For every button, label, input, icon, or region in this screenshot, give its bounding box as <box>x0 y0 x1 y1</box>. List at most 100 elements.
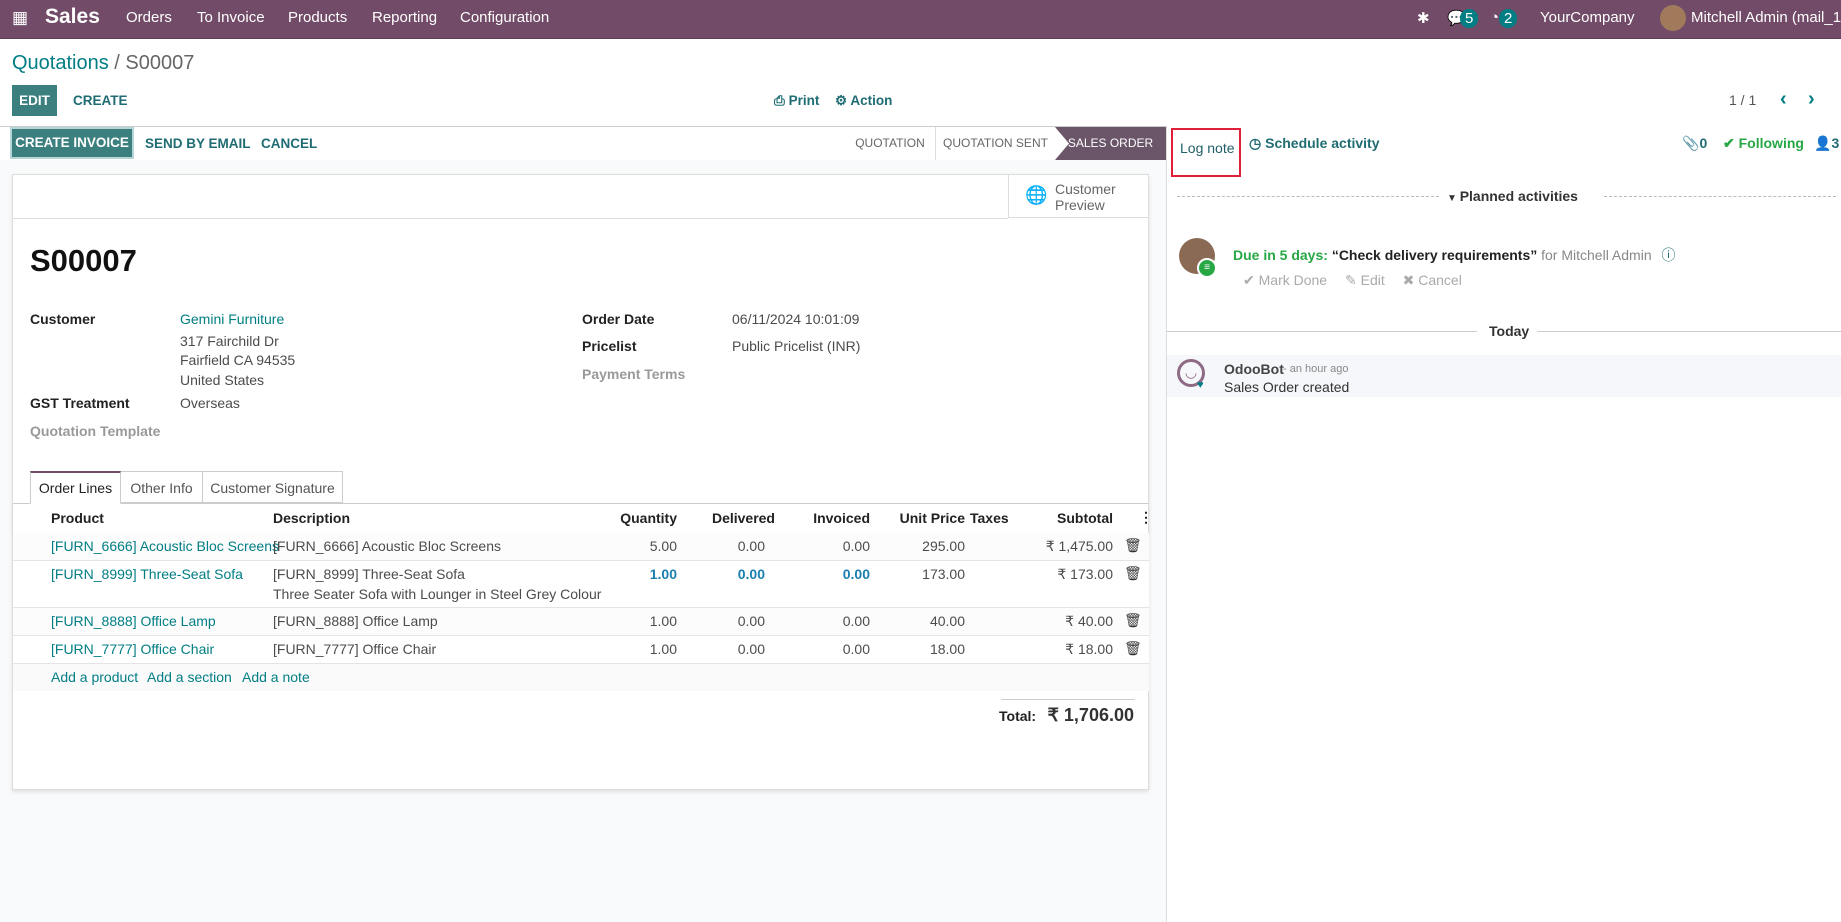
trash-icon[interactable]: 🗑 <box>1124 537 1142 553</box>
pager-previous-icon[interactable]: ‹ <box>1780 88 1787 110</box>
col-unit-price[interactable]: Unit Price <box>899 510 965 526</box>
info-icon[interactable]: ⓘ <box>1661 247 1676 263</box>
activities-icon[interactable]: ◔ <box>1490 9 1500 26</box>
gst-value: Overseas <box>180 395 240 411</box>
user-menu[interactable]: Mitchell Admin (mail_1) <box>1691 9 1841 26</box>
total-value: ₹ 1,706.00 <box>1047 705 1134 725</box>
caret-down-icon: ▼ <box>1447 193 1460 204</box>
menu-configuration[interactable]: Configuration <box>460 9 550 26</box>
cell-unit-price[interactable]: 40.00 <box>929 613 965 629</box>
menu-orders[interactable]: Orders <box>126 9 172 26</box>
cell-invoiced: 0.00 <box>842 641 870 657</box>
tab-order-lines[interactable]: Order Lines <box>30 471 121 504</box>
today-label: Today <box>1489 323 1530 339</box>
customer-value[interactable]: Gemini Furniture <box>180 311 285 327</box>
menu-products[interactable]: Products <box>288 9 348 26</box>
cell-delivered: 0.00 <box>737 538 765 554</box>
add-product-link[interactable]: Add a product <box>51 669 139 685</box>
menu-reporting[interactable]: Reporting <box>372 9 438 26</box>
customer-preview-button[interactable]: 🌐 Customer Preview <box>1008 175 1149 218</box>
col-quantity[interactable]: Quantity <box>620 510 677 526</box>
pager-value[interactable]: 1 / 1 <box>1729 92 1757 108</box>
globe-icon: 🌐 <box>1025 185 1048 205</box>
col-delivered[interactable]: Delivered <box>711 510 775 526</box>
cell-unit-price[interactable]: 173.00 <box>922 566 965 582</box>
cancel-button[interactable]: CANCEL <box>261 136 318 151</box>
table-row[interactable]: [FURN_8888] Office Lamp [FURN_8888] Offi… <box>13 608 1149 636</box>
optional-columns-icon[interactable]: ⋮ <box>1139 509 1153 525</box>
attachments-button[interactable]: 📎0 <box>1682 135 1708 151</box>
col-taxes[interactable]: Taxes <box>970 510 1009 526</box>
trash-icon[interactable]: 🗑 <box>1124 565 1142 581</box>
planned-activities-toggle[interactable]: ▼ Planned activities <box>1447 188 1578 204</box>
send-by-email-button[interactable]: SEND BY EMAIL <box>145 136 251 151</box>
cell-product[interactable]: [FURN_8999] Three-Seat Sofa <box>51 566 243 582</box>
address-line: 317 Fairchild Dr <box>180 333 279 349</box>
followers-button[interactable]: 👤3 <box>1814 135 1840 151</box>
company-switcher[interactable]: YourCompany <box>1540 9 1635 26</box>
cell-description[interactable]: [FURN_8999] Three-Seat Sofa <box>273 566 465 582</box>
log-note-button[interactable]: Log note <box>1171 128 1241 177</box>
table-row[interactable]: [FURN_7777] Office Chair [FURN_7777] Off… <box>13 636 1149 664</box>
cancel-activity-button[interactable]: ✖ Cancel <box>1402 272 1462 288</box>
table-row[interactable]: [FURN_6666] Acoustic Bloc Screens [FURN_… <box>13 533 1149 561</box>
stage-sales-order[interactable]: SALES ORDER <box>1055 127 1166 160</box>
schedule-activity-button[interactable]: ◷ Schedule activity <box>1249 135 1380 151</box>
cell-product[interactable]: [FURN_8888] Office Lamp <box>51 613 216 629</box>
cell-description-extra: Three Seater Sofa with Lounger in Steel … <box>273 586 602 602</box>
tab-customer-signature[interactable]: Customer Signature <box>203 471 343 503</box>
order-date-value: 06/11/2024 10:01:09 <box>732 311 860 327</box>
heart-icon: ♥ <box>1197 379 1204 391</box>
mark-done-button[interactable]: ✔ Mark Done <box>1243 272 1328 288</box>
app-name[interactable]: Sales <box>45 5 100 28</box>
messages-badge: 5 <box>1460 9 1479 28</box>
activity-actions: ✔ Mark Done ✎ Edit ✖ Cancel <box>1243 272 1462 289</box>
planned-divider-left <box>1177 196 1439 197</box>
create-invoice-button[interactable]: CREATE INVOICE <box>10 127 134 159</box>
add-note-link[interactable]: Add a note <box>242 669 310 685</box>
col-subtotal[interactable]: Subtotal <box>1057 510 1113 526</box>
col-product[interactable]: Product <box>51 510 104 526</box>
edit-button[interactable]: EDIT <box>12 85 57 116</box>
total-divider <box>1001 699 1135 700</box>
debug-icon[interactable]: ✱ <box>1417 10 1430 27</box>
cell-quantity[interactable]: 5.00 <box>649 538 677 554</box>
check-icon: ✔ <box>1723 135 1739 151</box>
cell-description[interactable]: [FURN_7777] Office Chair <box>273 641 437 657</box>
create-button[interactable]: CREATE <box>73 93 128 108</box>
apps-menu-icon[interactable]: ▦ <box>12 8 29 27</box>
user-avatar[interactable] <box>1660 5 1686 31</box>
table-row[interactable]: [FURN_8999] Three-Seat Sofa [FURN_8999] … <box>13 561 1149 608</box>
col-description[interactable]: Description <box>273 510 351 526</box>
cell-quantity[interactable]: 1.00 <box>649 641 677 657</box>
trash-icon[interactable]: 🗑 <box>1124 612 1142 628</box>
col-invoiced[interactable]: Invoiced <box>813 510 870 526</box>
tab-other-info[interactable]: Other Info <box>121 471 203 503</box>
menu-to-invoice[interactable]: To Invoice <box>197 9 265 26</box>
cell-product[interactable]: [FURN_7777] Office Chair <box>51 641 215 657</box>
breadcrumb-quotations[interactable]: Quotations <box>12 52 109 74</box>
paperclip-icon: 📎 <box>1682 135 1700 151</box>
address-line: Fairfield CA 94535 <box>180 352 296 368</box>
cell-description[interactable]: [FURN_8888] Office Lamp <box>273 613 438 629</box>
today-divider-right <box>1537 331 1841 332</box>
cell-invoiced: 0.00 <box>842 538 870 554</box>
edit-activity-button[interactable]: ✎ Edit <box>1344 272 1385 288</box>
message-author[interactable]: OdooBot <box>1224 361 1284 377</box>
stage-quotation[interactable]: QUOTATION <box>855 136 925 150</box>
stage-quotation-sent[interactable]: QUOTATION SENT <box>935 127 1055 160</box>
following-button[interactable]: ✔ Following <box>1723 135 1804 151</box>
pager-next-icon[interactable]: › <box>1808 88 1815 110</box>
cell-quantity[interactable]: 1.00 <box>649 566 677 582</box>
total-label: Total: <box>999 708 1037 724</box>
action-button[interactable]: ⚙ Action <box>835 93 893 108</box>
print-button[interactable]: ⎙ Print <box>774 93 820 108</box>
add-section-link[interactable]: Add a section <box>147 669 232 685</box>
cell-unit-price[interactable]: 295.00 <box>922 538 965 554</box>
cell-quantity[interactable]: 1.00 <box>649 613 677 629</box>
trash-icon[interactable]: 🗑 <box>1124 640 1142 656</box>
breadcrumb-separator: / <box>108 52 126 74</box>
cell-product[interactable]: [FURN_6666] Acoustic Bloc Screens <box>51 538 279 554</box>
cell-unit-price[interactable]: 18.00 <box>929 641 965 657</box>
cell-description[interactable]: [FURN_6666] Acoustic Bloc Screens <box>273 538 501 554</box>
